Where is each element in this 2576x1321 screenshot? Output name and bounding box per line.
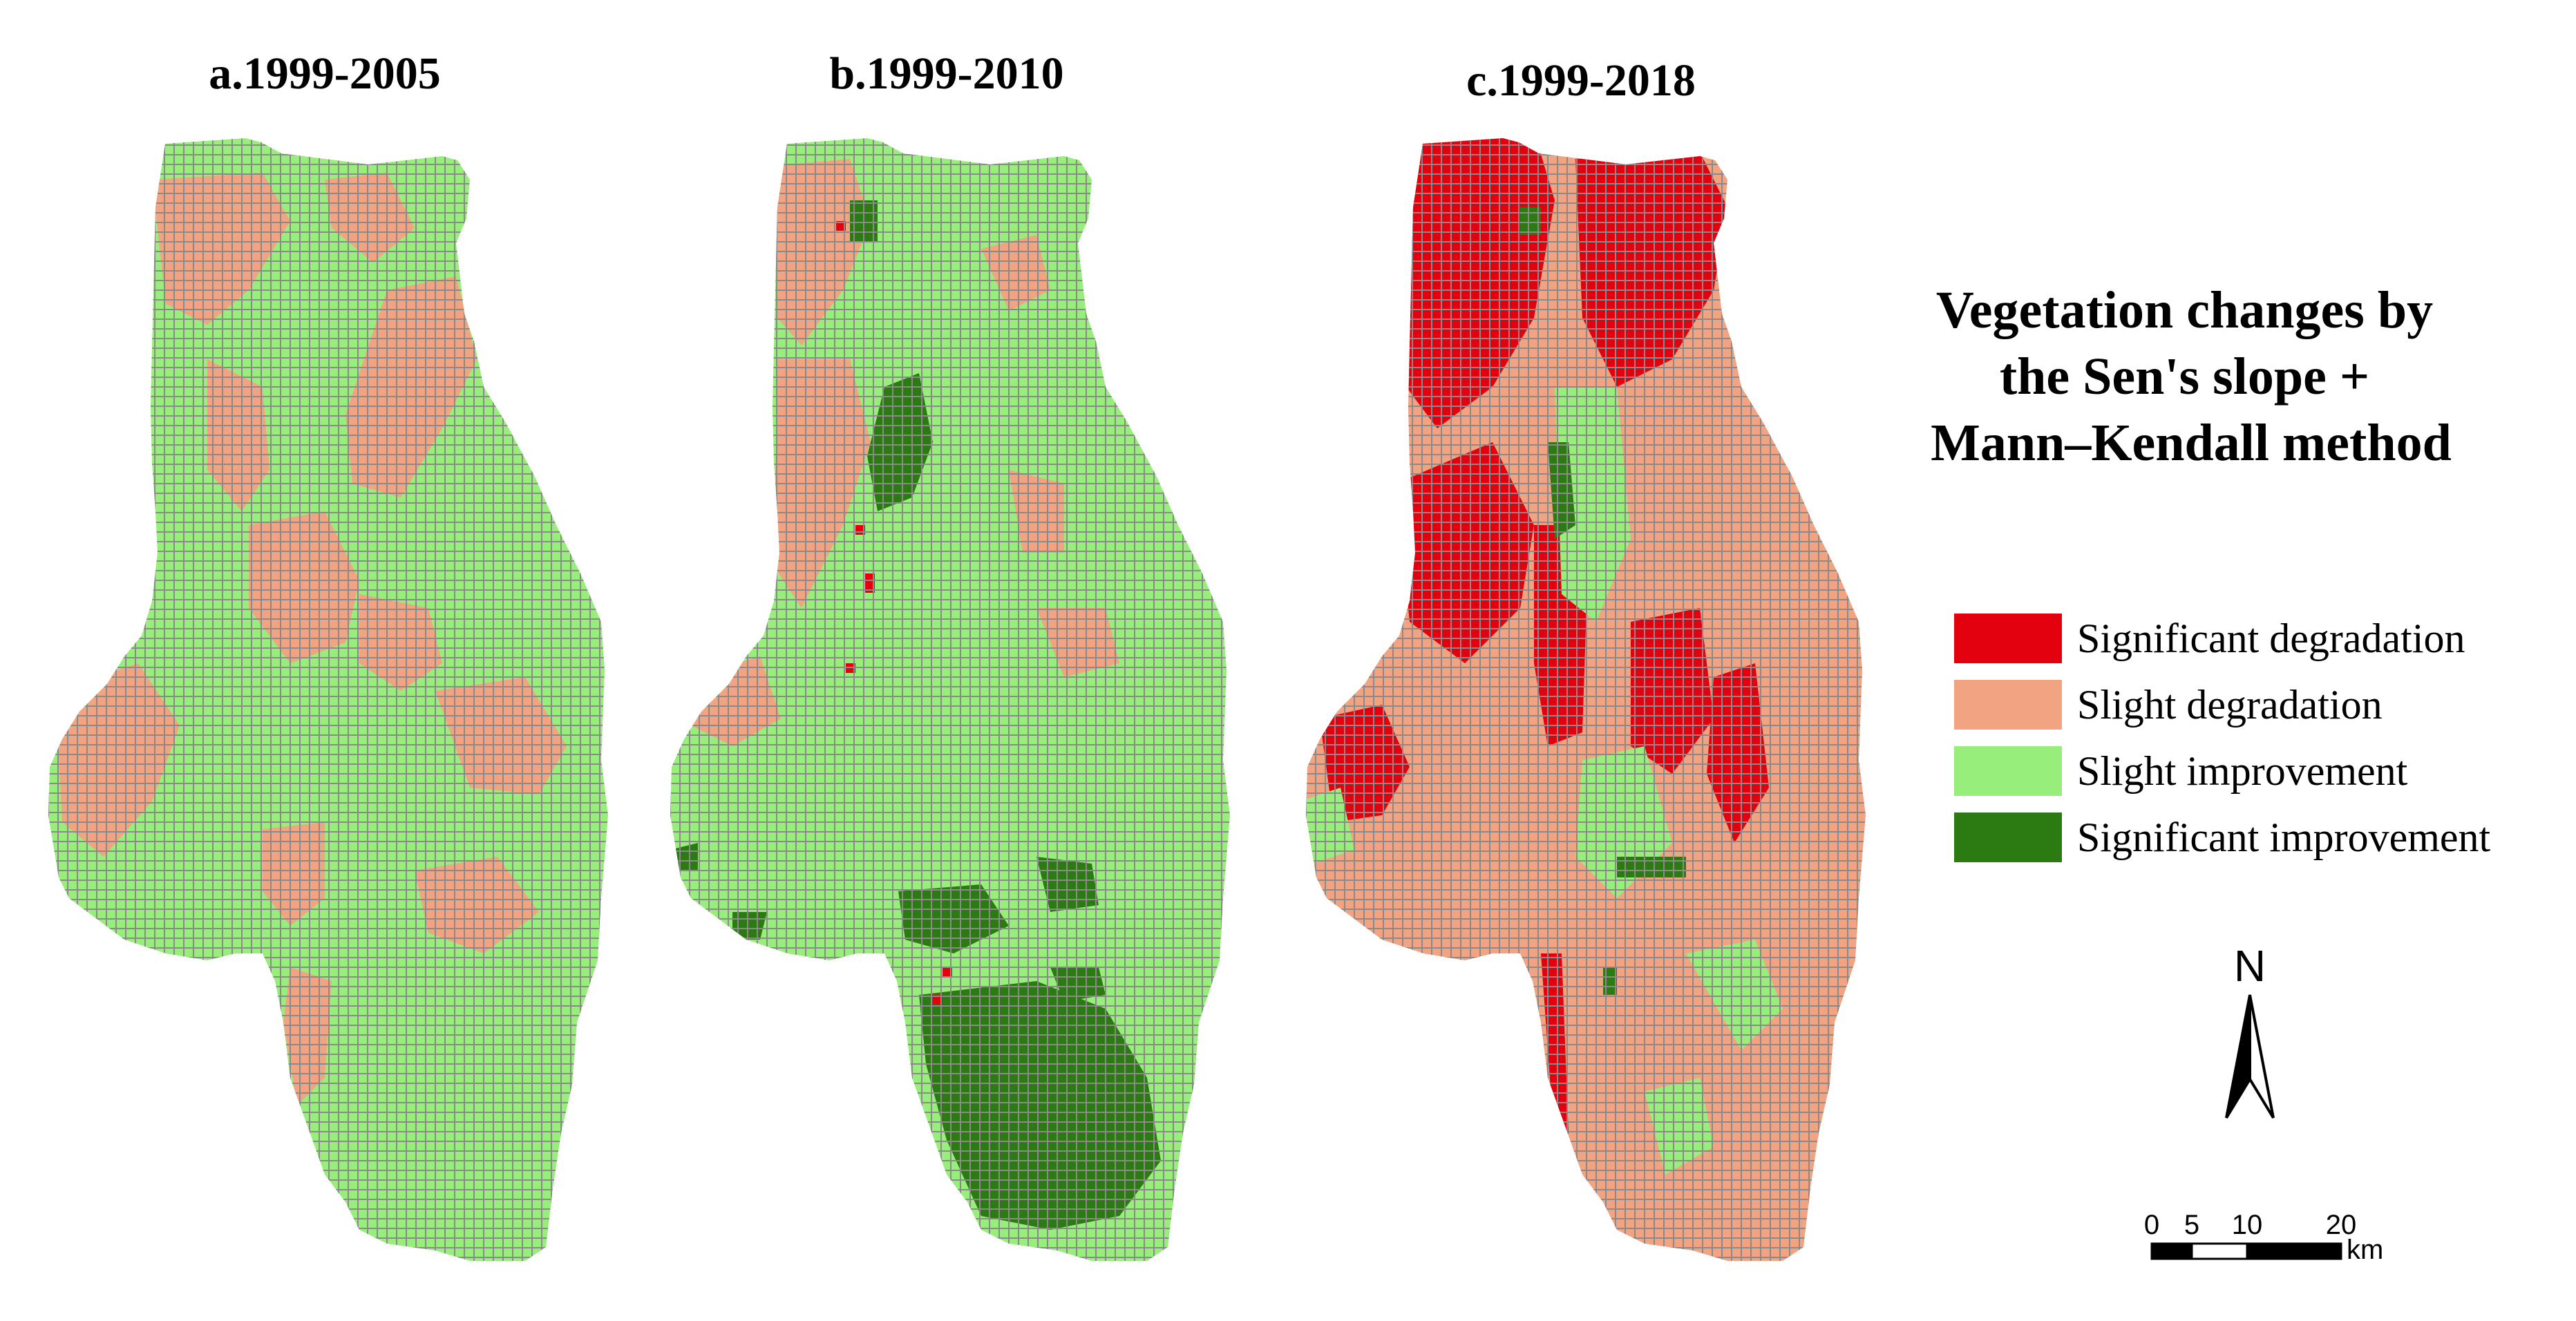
panel-a-map <box>48 138 608 1261</box>
panel-b-title: b.1999-2010 <box>829 48 1063 99</box>
panel-b-map <box>670 138 1230 1261</box>
cell-grid <box>48 138 608 1261</box>
cell-grid <box>1306 138 1866 1261</box>
scale-tick-label: 5 <box>2184 1210 2199 1240</box>
legend-title-line: the Sen's slope + <box>2000 348 2369 406</box>
legend-swatch-significant-degradation <box>1954 614 2062 663</box>
legend-title: Vegetation changes by the Sen's slope + … <box>1931 281 2452 472</box>
legend-label-significant-improvement: Significant improvement <box>2077 815 2491 860</box>
north-label: N <box>2234 941 2266 991</box>
scale-unit: km <box>2347 1235 2383 1265</box>
scale-tick-label: 20 <box>2326 1210 2357 1240</box>
scale-segment <box>2190 1242 2248 1260</box>
panel-a-title: a.1999-2005 <box>209 48 440 99</box>
scale-segment <box>2150 1242 2193 1260</box>
scale-segment <box>2246 1242 2342 1260</box>
legend-label-slight-degradation: Slight degradation <box>2077 682 2383 728</box>
scale-tick-label: 10 <box>2232 1210 2263 1240</box>
panel-c-map <box>1306 138 1866 1261</box>
scale-tick-label: 0 <box>2144 1210 2159 1240</box>
legend-swatch-significant-improvement <box>1954 812 2062 862</box>
north-arrow-icon: N <box>2225 941 2275 1119</box>
legend-swatch-slight-degradation <box>1954 680 2062 730</box>
panel-c-title: c.1999-2018 <box>1466 55 1696 106</box>
legend: Vegetation changes by the Sen's slope + … <box>1931 281 2491 862</box>
legend-swatch-slight-improvement <box>1954 746 2062 796</box>
cell-grid <box>670 138 1230 1261</box>
legend-title-line: Vegetation changes by <box>1936 281 2433 339</box>
legend-title-line: Mann–Kendall method <box>1931 414 2452 472</box>
legend-label-significant-degradation: Significant degradation <box>2077 616 2465 661</box>
scale-bar: 0 5 10 20 km <box>2144 1210 2383 1265</box>
legend-label-slight-improvement: Slight improvement <box>2077 748 2408 794</box>
